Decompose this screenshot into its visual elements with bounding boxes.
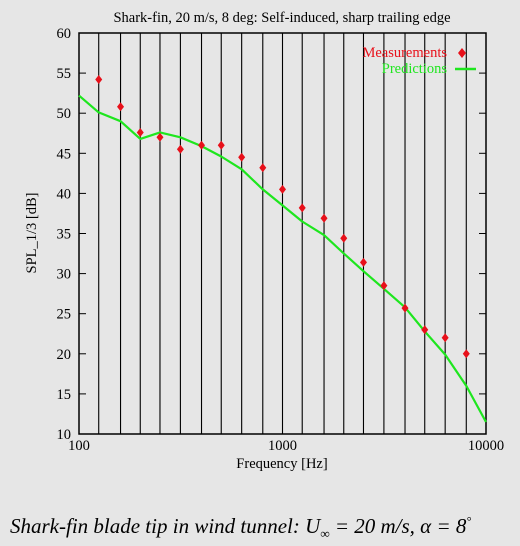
legend: Measurements Predictions: [362, 45, 476, 77]
y-tick-label: 60: [57, 26, 72, 42]
measurements-series: [95, 75, 470, 359]
predictions-series: [78, 94, 487, 423]
x-tick-label: 10000: [468, 438, 504, 454]
measurement-point: [380, 281, 388, 291]
measurement-point: [259, 163, 267, 173]
measurement-point: [117, 102, 125, 112]
grid-lines: [98, 33, 467, 434]
measurement-point: [176, 144, 184, 154]
measurement-point: [156, 132, 164, 142]
y-tick-label: 35: [57, 227, 72, 243]
y-tick-label: 55: [57, 66, 72, 82]
measurement-point: [359, 257, 367, 267]
caption-u-symbol: U: [305, 514, 321, 538]
caption-degree: °: [466, 514, 472, 528]
y-tick-label: 50: [57, 106, 72, 122]
measurement-point: [198, 140, 206, 150]
measurement-point: [441, 333, 449, 343]
legend-label-predictions: Predictions: [382, 61, 448, 77]
measurement-point: [462, 349, 470, 359]
chart-title: Shark-fin, 20 m/s, 8 deg: Self-induced, …: [113, 10, 450, 26]
y-tick-label: 30: [57, 267, 72, 283]
measurement-point: [136, 127, 144, 137]
y-axis-ticks: 10 15 20 25 30 35 40 45 50 55 60: [57, 26, 486, 443]
x-tick-label: 1000: [268, 438, 297, 454]
legend-marker-measurements: [458, 48, 466, 58]
x-axis-ticks: 100 1000 10000: [68, 438, 504, 454]
y-tick-label: 40: [57, 186, 72, 202]
x-tick-label: 100: [68, 438, 90, 454]
y-tick-label: 20: [57, 347, 72, 363]
measurement-point: [217, 140, 225, 150]
caption-u-subscript: ∞: [320, 526, 330, 542]
measurement-point: [421, 325, 429, 335]
measurement-point: [401, 303, 409, 313]
measurement-point: [279, 184, 286, 194]
caption-values: = 20 m/s, α = 8: [329, 514, 467, 538]
measurement-point: [320, 213, 328, 223]
measurement-point: [340, 233, 348, 243]
measurement-point: [238, 152, 246, 162]
y-tick-label: 25: [57, 307, 72, 323]
y-tick-label: 15: [57, 387, 72, 403]
measurement-point: [298, 203, 306, 213]
measurement-point: [95, 75, 103, 85]
y-tick-label: 10: [57, 427, 72, 443]
y-axis-label: SPL_1/3 [dB]: [24, 193, 40, 274]
chart: Shark-fin, 20 m/s, 8 deg: Self-induced, …: [24, 10, 504, 472]
legend-label-measurements: Measurements: [362, 45, 447, 61]
x-axis-label: Frequency [Hz]: [236, 456, 327, 472]
caption-prefix: Shark-fin blade tip in wind tunnel:: [10, 514, 306, 538]
y-tick-label: 45: [57, 146, 72, 162]
figure-caption: Shark-fin blade tip in wind tunnel: U∞ =…: [10, 514, 515, 542]
predictions-line: [78, 94, 487, 423]
